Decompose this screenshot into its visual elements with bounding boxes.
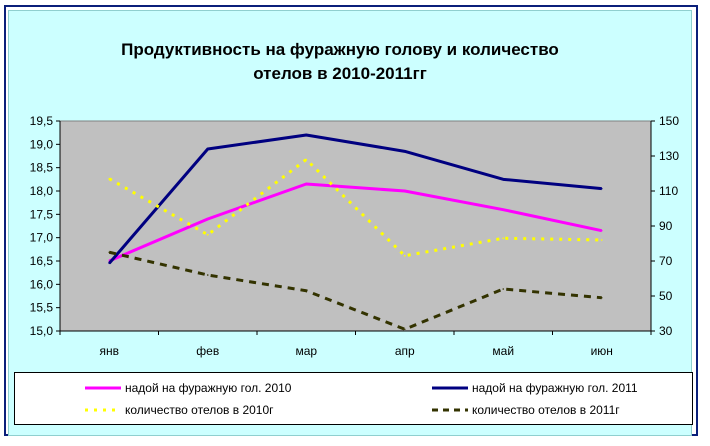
legend-line-1 (85, 386, 121, 390)
series-2-point (600, 187, 603, 190)
legend: надой на фуражную гол. 2010 надой на фур… (14, 372, 693, 425)
y-right-tick-label: 70 (659, 254, 673, 268)
y-left-tick-label: 19,5 (30, 114, 54, 128)
legend-label-2: надой на фуражную гол. 2011 (472, 381, 638, 395)
y-left-tick-label: 15,5 (30, 301, 54, 315)
series-4-point (206, 274, 209, 276)
y-left-tick-label: 16,5 (30, 254, 54, 268)
x-tick-label: мар (295, 344, 317, 358)
series-line-3 (108, 158, 602, 258)
series-1-point (403, 190, 406, 192)
x-tick-label: май (492, 344, 514, 358)
series-2-point (502, 178, 505, 181)
series-3-point (108, 177, 111, 180)
series-line-2 (108, 133, 602, 265)
series-1-point (206, 218, 209, 220)
x-tick-label: июн (591, 344, 613, 358)
series-2-point (108, 262, 111, 265)
legend-line-2 (432, 386, 468, 390)
y-left-tick-label: 18,0 (30, 184, 54, 198)
y-left-tick-label: 16,0 (30, 277, 54, 291)
legend-label-3: количество отелов в 2010г (125, 403, 274, 417)
y-right-tick-label: 50 (659, 289, 673, 303)
legend-label-1: надой на фуражную гол. 2010 (125, 381, 292, 395)
legend-line-3 (85, 408, 121, 412)
series-2-point (403, 150, 406, 153)
legend-label-4: количество отелов в 2011г (472, 403, 620, 417)
y-right-tick-label: 90 (659, 219, 673, 233)
x-tick-label: фев (196, 344, 219, 358)
y-left-tick-label: 19,0 (30, 137, 54, 151)
plot-area (59, 120, 652, 332)
series-4-point (403, 328, 406, 331)
y-right-tick-label: 150 (659, 114, 679, 128)
series-4-point (108, 251, 111, 254)
chart-title: Продуктивность на фуражную голову и коли… (40, 38, 640, 86)
series-line-1 (108, 182, 603, 263)
series-4-point (600, 296, 603, 299)
y-left-tick-label: 17,0 (30, 231, 54, 245)
y-right-tick-label: 30 (659, 324, 673, 338)
y-right-tick-label: 130 (659, 149, 679, 163)
series-1-point (305, 183, 308, 185)
chart-title-line-2: отелов в 2010-2011гг (253, 64, 427, 83)
series-line-4 (108, 250, 602, 331)
series-3-point (206, 233, 209, 236)
series-1-point (502, 208, 505, 211)
y-left-tick-label: 17,5 (30, 207, 54, 221)
x-tick-label: апр (395, 344, 415, 358)
series-3-point (305, 158, 308, 161)
x-tick-label: янв (100, 344, 120, 358)
series-1-point (600, 229, 603, 232)
series-4-point (502, 288, 505, 290)
chart-title-line-1: Продуктивность на фуражную голову и коли… (121, 40, 559, 59)
legend-line-4 (432, 408, 468, 412)
series-4-point (305, 289, 308, 292)
y-left-tick-label: 18,5 (30, 161, 54, 175)
series-2-point (206, 148, 209, 150)
series-3-point (403, 254, 406, 257)
y-left-tick-label: 15,0 (30, 324, 54, 338)
y-right-tick-label: 110 (659, 184, 678, 198)
series-3-point (600, 239, 603, 241)
series-3-point (502, 237, 505, 240)
series-2-point (305, 134, 308, 136)
